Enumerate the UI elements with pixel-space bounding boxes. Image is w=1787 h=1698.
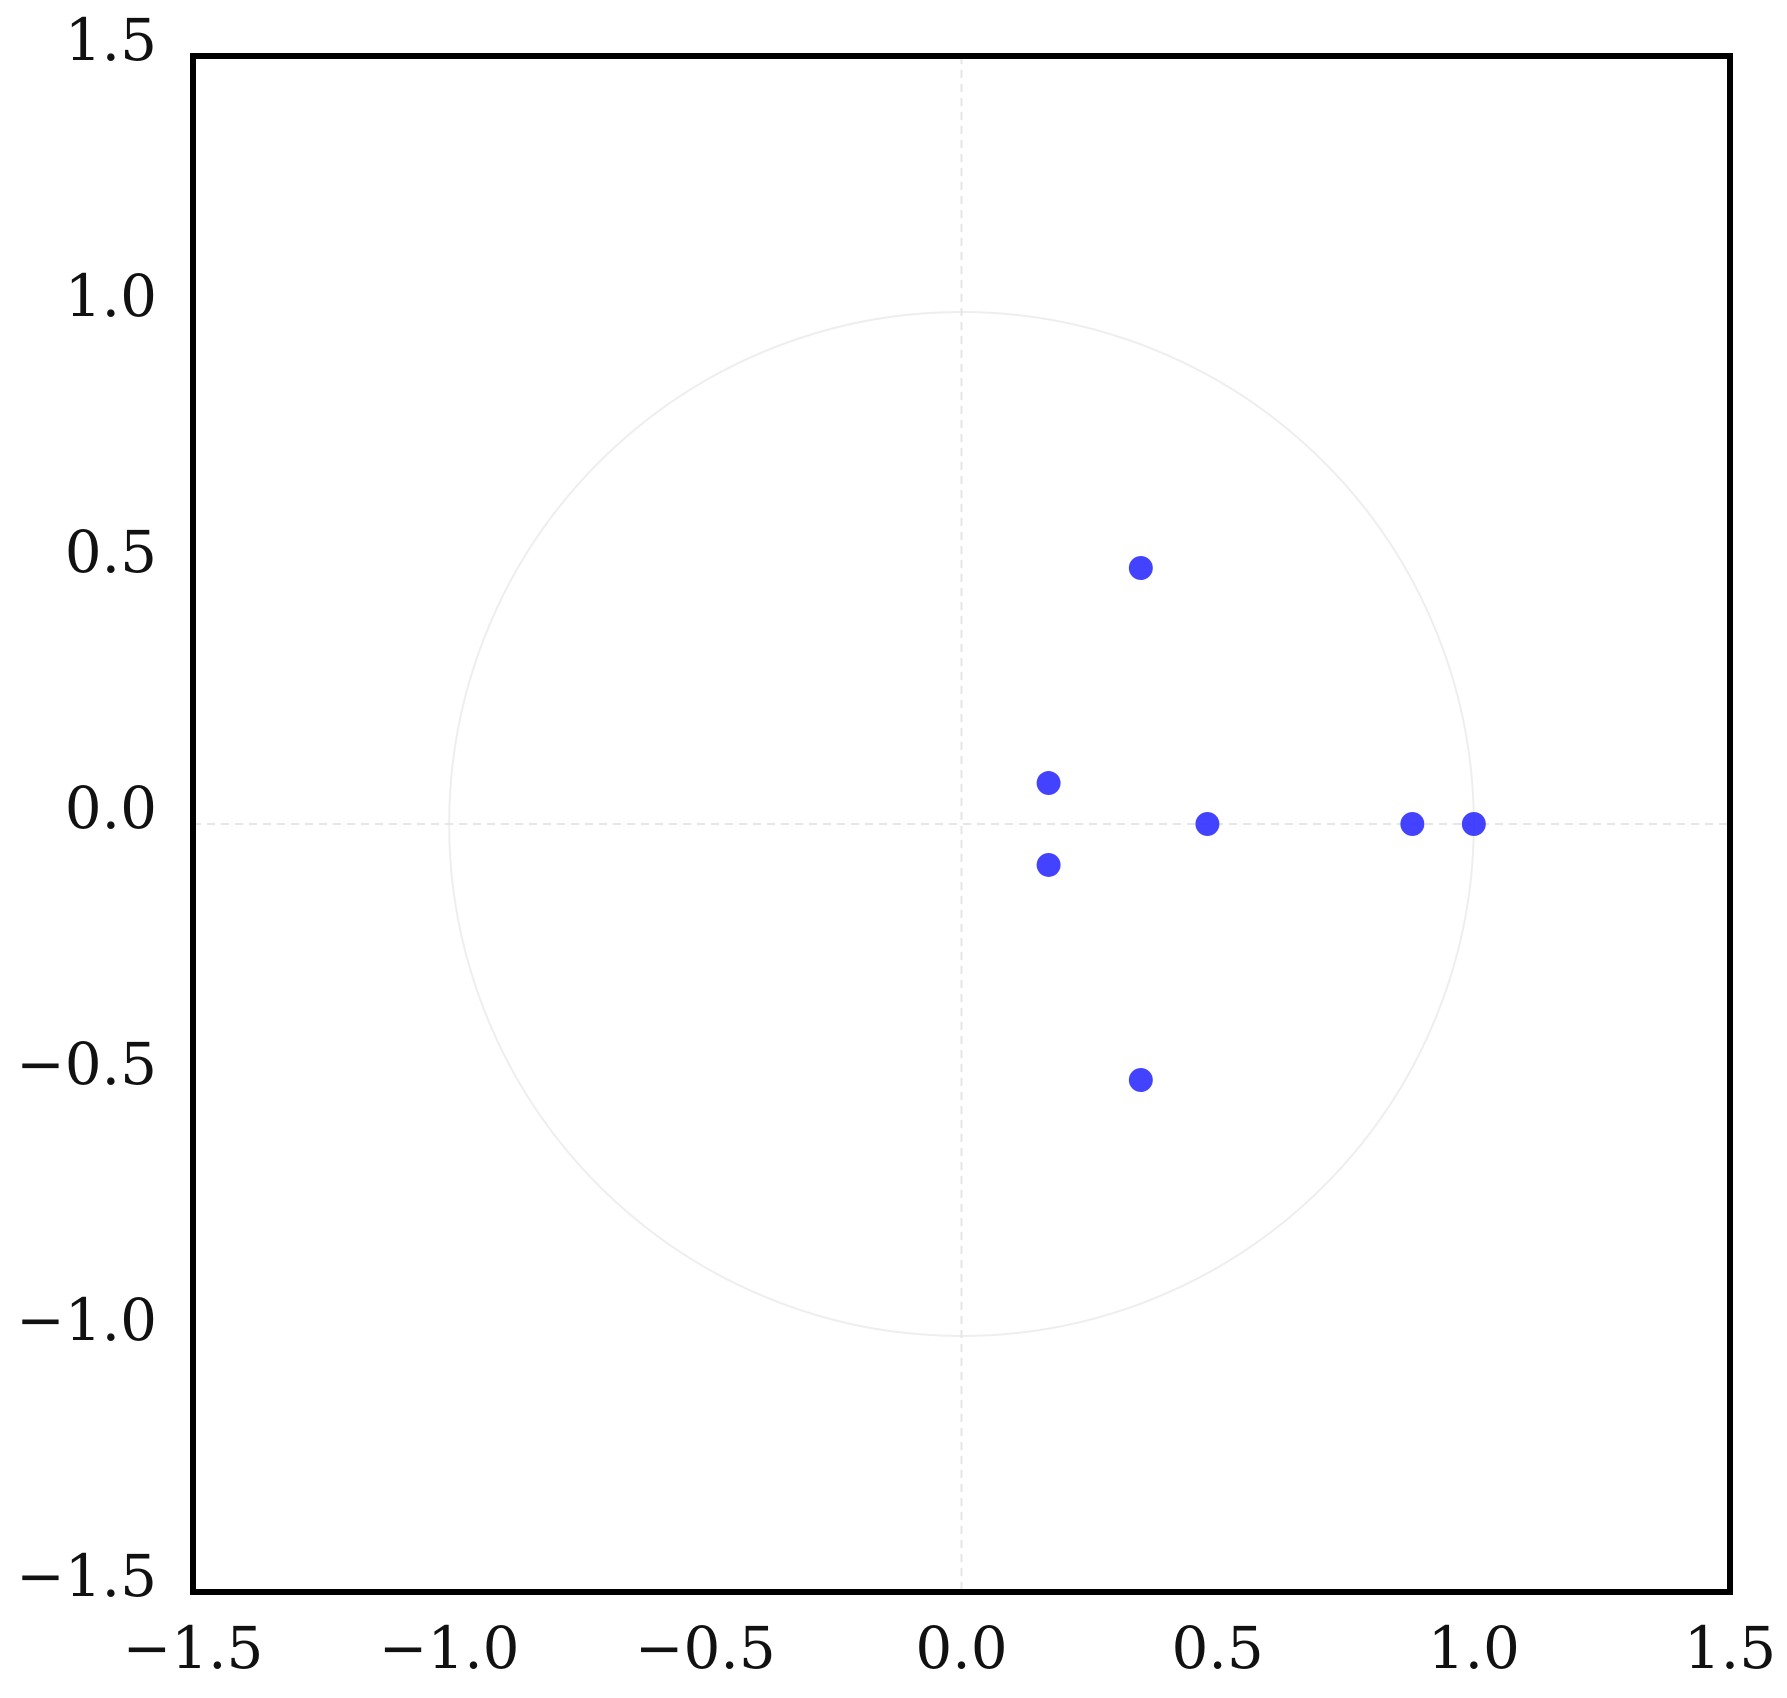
- x-tick-label: −1.5: [123, 1614, 264, 1682]
- x-tick-label: 1.5: [1684, 1614, 1776, 1682]
- y-tick-label: 0.5: [65, 518, 157, 586]
- x-tick-label: 1.0: [1428, 1614, 1520, 1682]
- y-tick-label: 1.0: [65, 262, 157, 330]
- x-tick-label: −1.0: [379, 1614, 520, 1682]
- y-tick-label: −0.5: [16, 1030, 157, 1098]
- y-tick-label: −1.5: [16, 1542, 157, 1610]
- data-point-0-6: [1461, 812, 1486, 836]
- x-tick-label: −0.5: [635, 1614, 776, 1682]
- data-point-0-5: [1400, 812, 1425, 836]
- plot-frame: [190, 53, 1733, 1595]
- data-point-0-4: [1195, 812, 1220, 836]
- data-point-0-0: [1128, 556, 1153, 580]
- plot-area: [193, 56, 1730, 1592]
- data-point-0-2: [1036, 771, 1061, 796]
- x-tick-label: 0.0: [915, 1614, 1007, 1682]
- y-tick-label: 0.0: [65, 774, 157, 842]
- y-tick-label: −1.0: [16, 1286, 157, 1354]
- y-tick-label: 1.5: [65, 6, 157, 74]
- x-tick-label: 0.5: [1172, 1614, 1264, 1682]
- data-point-0-1: [1128, 1068, 1153, 1092]
- y-tick-labels: 1.5 1.0 0.5 0.0 −0.5 −1.0 −1.5: [16, 6, 157, 1610]
- x-tick-labels: −1.5 −1.0 −0.5 0.0 0.5 1.0 1.5: [123, 1614, 1777, 1682]
- data-point-0-3: [1036, 852, 1061, 877]
